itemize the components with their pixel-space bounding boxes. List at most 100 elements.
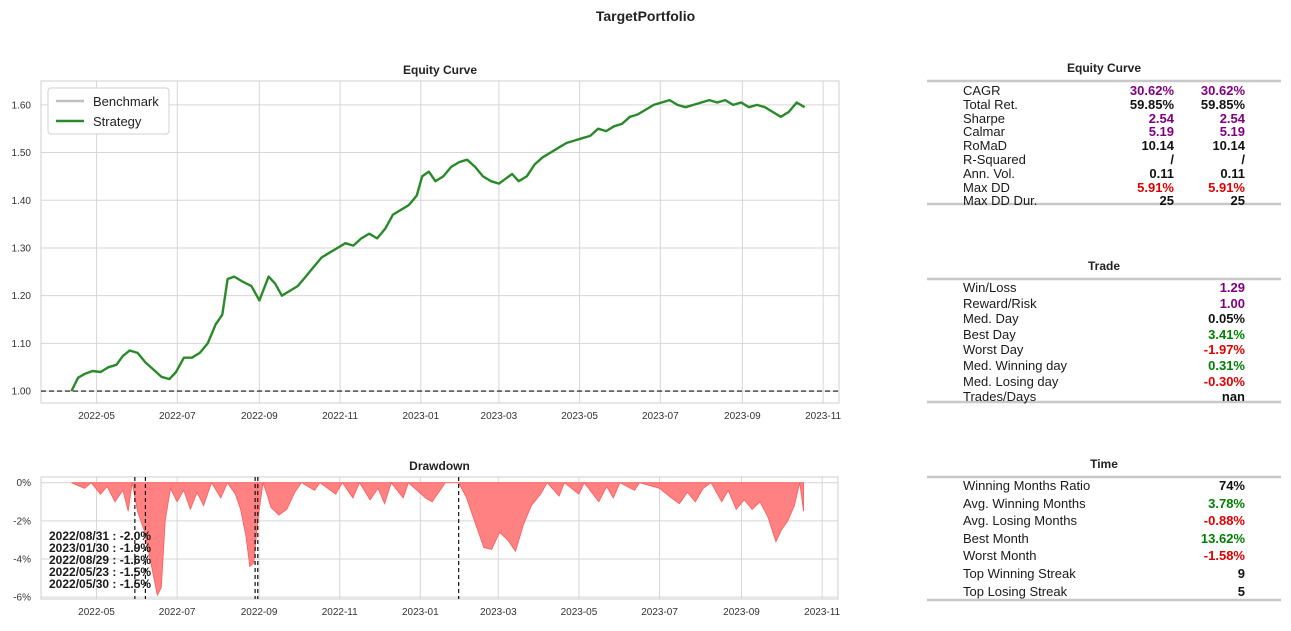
- figure-title: TargetPortfolio: [595, 8, 696, 24]
- x-tick-label: 2023-05: [561, 607, 598, 618]
- x-tick-label: 2023-03: [481, 411, 518, 422]
- stats-row-value: -0.30%: [1203, 373, 1245, 389]
- stats-row-label: RoMaD: [963, 138, 1008, 154]
- equity-plot-frame: [40, 80, 840, 404]
- stats-row-value: 0.11: [1149, 165, 1174, 181]
- stats-row-label: Winning Months Ratio: [963, 478, 1091, 493]
- stats-row-value: 3.41%: [1208, 326, 1245, 342]
- stats-row-value: 59.85%: [1200, 96, 1245, 112]
- x-tick-label: 2022-11: [322, 411, 358, 422]
- stats-row-value: -1.58%: [1203, 548, 1245, 564]
- y-tick-label: 1.10: [12, 339, 32, 350]
- stats-row-label: Avg. Losing Months: [963, 513, 1077, 529]
- x-tick-label: 2022-11: [322, 607, 358, 618]
- x-tick-label: 2023-07: [642, 411, 679, 422]
- x-tick-label: 2023-07: [641, 607, 678, 618]
- y-tick-label: -6%: [13, 593, 31, 604]
- stats-row-value: 1.29: [1219, 280, 1245, 295]
- x-tick-label: 2023-09: [723, 607, 760, 618]
- stats-row-label: Trades/Days: [963, 389, 1037, 405]
- stats-row-label: Win/Loss: [963, 280, 1017, 295]
- x-tick-label: 2023-11: [805, 411, 841, 422]
- x-tick-label: 2022-09: [241, 411, 278, 422]
- x-tick-label: 2022-09: [241, 607, 278, 618]
- stats-row-label: CAGR: [963, 83, 1001, 98]
- drawdown-annotation: 2022/05/30 : -1.5%: [49, 577, 151, 591]
- stats-row-label: Top Winning Streak: [963, 566, 1076, 581]
- stats-row-value: 9: [1237, 566, 1245, 581]
- stats-row-value: 5: [1237, 583, 1245, 599]
- x-tick-label: 2023-05: [561, 411, 598, 422]
- stats-table-title: Equity Curve: [1066, 61, 1141, 75]
- drawdown-annotation: 2023/01/30 : -1.9%: [49, 541, 151, 555]
- stats-row-label: Top Losing Streak: [963, 583, 1068, 599]
- stats-row-label: Worst Month: [963, 548, 1037, 564]
- y-tick-label: 1.00: [12, 387, 32, 398]
- stats-row-value: /: [1241, 152, 1245, 167]
- y-tick-label: 1.40: [12, 196, 32, 207]
- stats-row-value: 10.14: [1141, 138, 1174, 154]
- stats-row-label: Avg. Winning Months: [963, 495, 1086, 511]
- x-tick-label: 2023-03: [480, 607, 517, 618]
- stats-row-label: R-Squared: [963, 152, 1026, 167]
- stats-row-value: -1.97%: [1203, 342, 1245, 358]
- y-tick-label: 1.20: [12, 291, 32, 302]
- stats-row-value: 25: [1159, 193, 1174, 209]
- stats-row-value: 0.31%: [1208, 358, 1245, 373]
- stats-row-label: Med. Day: [963, 311, 1019, 327]
- stats-row-value: 10.14: [1212, 138, 1245, 154]
- stats-row-value: 30.62%: [1200, 83, 1245, 98]
- stats-row-label: Med. Losing day: [963, 373, 1059, 389]
- x-tick-label: 2023-11: [804, 607, 840, 618]
- stats-row-value: 25: [1230, 193, 1245, 209]
- equity-chart-title: Equity Curve: [403, 63, 477, 77]
- stats-row-value: 1.00: [1219, 295, 1245, 311]
- stats-row-label: Best Month: [963, 530, 1029, 546]
- stats-row-label: Sharpe: [963, 110, 1005, 126]
- stats-row-label: Calmar: [963, 124, 1005, 140]
- stats-row-label: Ann. Vol.: [963, 165, 1016, 181]
- stats-row-value: 59.85%: [1129, 96, 1174, 112]
- stats-row-value: nan: [1221, 389, 1245, 405]
- stats-row-label: Reward/Risk: [963, 295, 1037, 311]
- stats-row-value: 13.62%: [1200, 530, 1245, 546]
- stats-table-title: Trade: [1087, 259, 1120, 273]
- stats-row-value: 30.62%: [1129, 83, 1174, 98]
- drawdown-annotation: 2022/08/31 : -2.0%: [49, 529, 151, 543]
- x-tick-label: 2023-01: [402, 411, 439, 422]
- drawdown-plot-frame: [40, 476, 839, 600]
- y-tick-label: -4%: [13, 554, 31, 565]
- y-tick-label: 1.60: [12, 100, 32, 111]
- drawdown-annotation: 2022/05/23 : -1.5%: [49, 565, 151, 579]
- drawdown-chart-title: Drawdown: [409, 459, 470, 473]
- stats-row-value: 5.91%: [1137, 179, 1174, 195]
- drawdown-annotation: 2022/08/29 : -1.6%: [49, 553, 151, 567]
- stats-row-value: 5.19: [1219, 124, 1245, 140]
- stats-row-value: 3.78%: [1208, 495, 1245, 511]
- stats-row-value: /: [1170, 152, 1174, 167]
- stats-row-value: 0.11: [1220, 165, 1245, 181]
- x-tick-label: 2022-07: [159, 411, 196, 422]
- legend-benchmark-label: Benchmark: [93, 94, 159, 109]
- stats-row-value: 2.54: [1219, 110, 1245, 126]
- stats-table-title: Time: [1090, 457, 1118, 471]
- stats-row-value: 5.91%: [1208, 179, 1245, 195]
- stats-row-value: 0.05%: [1208, 311, 1245, 327]
- legend-box: [47, 87, 170, 135]
- x-tick-label: 2022-05: [78, 607, 115, 618]
- stats-row-label: Med. Winning day: [963, 358, 1068, 373]
- stats-row-label: Max DD: [963, 179, 1010, 195]
- drawdown-area: [71, 481, 804, 597]
- stats-row-label: Worst Day: [963, 342, 1024, 358]
- x-tick-label: 2022-05: [78, 411, 115, 422]
- y-tick-label: 1.30: [12, 243, 32, 254]
- stats-row-label: Max DD Dur.: [963, 193, 1038, 209]
- y-tick-label: 1.50: [12, 148, 32, 159]
- y-tick-label: 0%: [17, 478, 32, 489]
- stats-row-value: -0.88%: [1203, 513, 1245, 529]
- x-tick-label: 2023-01: [402, 607, 439, 618]
- stats-row-value: 5.19: [1148, 124, 1174, 140]
- legend-strategy-label: Strategy: [93, 114, 142, 129]
- x-tick-label: 2023-09: [724, 411, 761, 422]
